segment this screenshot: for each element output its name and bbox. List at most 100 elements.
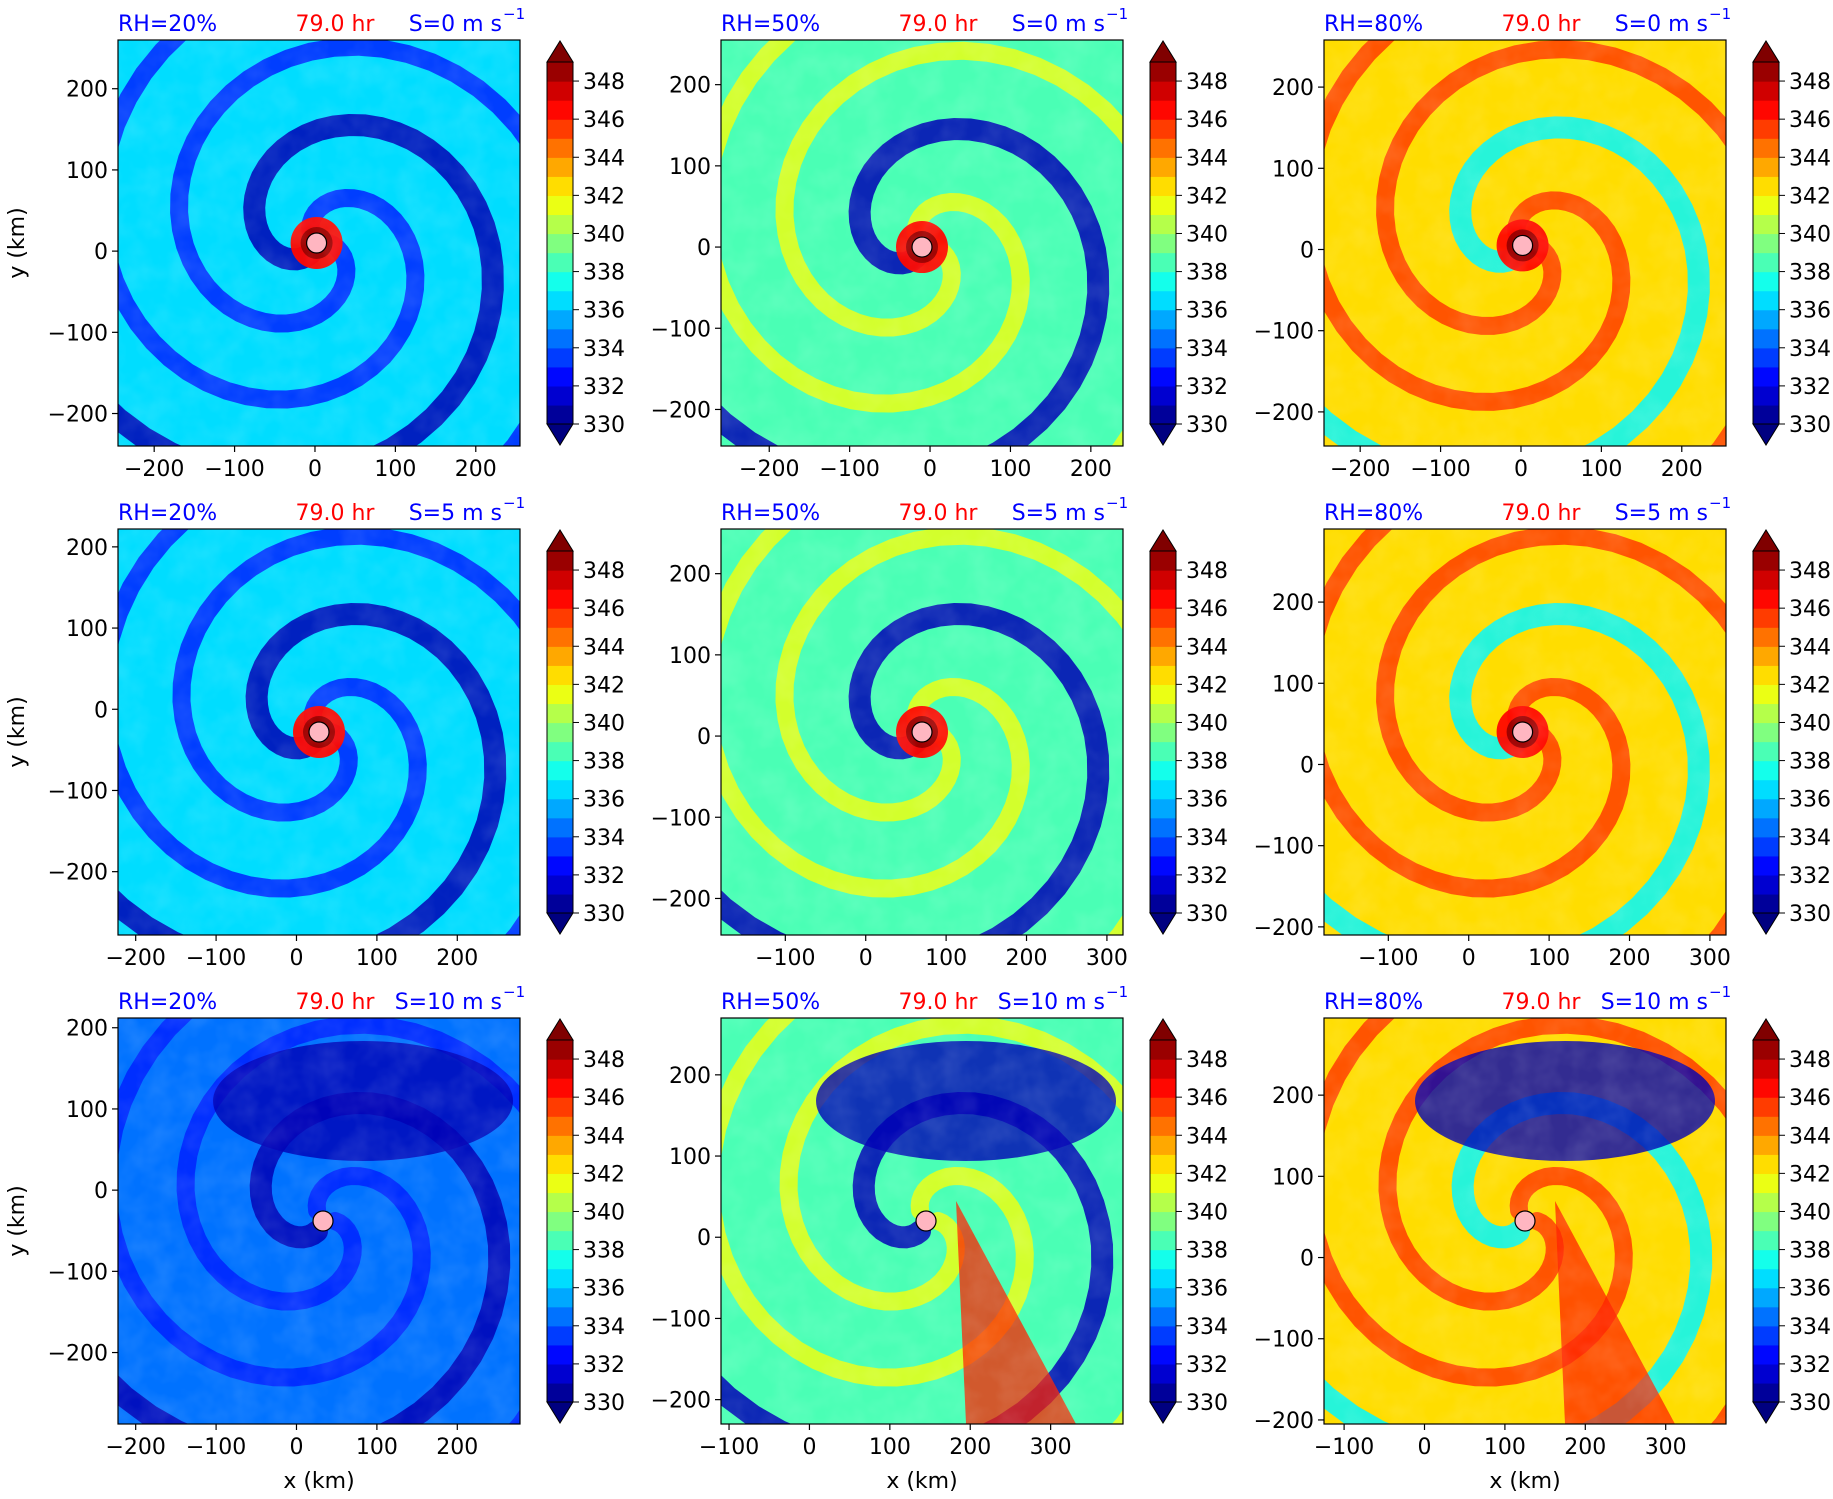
theta-e-field: [118, 40, 520, 446]
y-tick-label: 100: [669, 1145, 711, 1170]
shear-exponent: −1: [1106, 983, 1128, 1001]
colorbar-band: [1753, 1040, 1779, 1060]
colorbar-tick-label: 330: [583, 902, 625, 927]
colorbar-band: [1753, 347, 1779, 368]
colorbar-tick-label: 346: [1789, 597, 1831, 622]
colorbar-band: [547, 214, 573, 235]
x-tick-label: 200: [949, 1435, 991, 1460]
colorbar-tick-label: 336: [583, 299, 625, 324]
colorbar-tick-label: 336: [1789, 299, 1831, 324]
colorbar-band: [1753, 252, 1779, 273]
colorbar-band: [1150, 1344, 1176, 1365]
x-tick-label: 100: [1484, 1435, 1526, 1460]
colorbar-band: [1150, 62, 1176, 82]
colorbar-tick-label: 348: [583, 559, 625, 584]
colorbar-tick-label: 334: [1186, 1315, 1228, 1340]
colorbar-tick-label: 332: [583, 864, 625, 889]
x-tick-label: −100: [1358, 946, 1418, 971]
shear-exponent: −1: [1709, 983, 1731, 1001]
colorbar-band: [1150, 1192, 1176, 1213]
colorbar-tick-label: 338: [1789, 261, 1831, 286]
x-tick-label: 0: [923, 457, 937, 482]
panel-1: −200 −100 0 100 200 −200 −100 0 100 200 y (km) RH=2…: [5, 5, 625, 482]
shear-label: S=0 m s: [409, 12, 502, 37]
colorbar-tick-label: 334: [1789, 1315, 1831, 1340]
colorbar: 330 332 334 336 338 340 342 344 346 348: [1149, 529, 1228, 935]
colorbar-tick-label: 348: [1186, 559, 1228, 584]
colorbar-band: [1753, 1230, 1779, 1251]
panel-8: −100 0 100 200 300 −200 −100 0 100 200 x (km) RH=50…: [651, 983, 1228, 1494]
theta-e-field: [118, 529, 520, 935]
colorbar-tick-label: 340: [1789, 222, 1831, 247]
y-tick-label: −200: [48, 403, 108, 428]
colorbar-frame: [1149, 61, 1177, 425]
x-tick-label: 200: [1006, 946, 1048, 971]
x-tick-label: 200: [455, 457, 497, 482]
colorbar-tick-label: 332: [1789, 864, 1831, 889]
x-tick-label: −100: [699, 1435, 759, 1460]
colorbar-band: [1150, 81, 1176, 101]
colorbar-tick-label: 342: [1186, 1162, 1228, 1187]
storm-center-marker: [915, 1210, 937, 1232]
y-tick-label: 200: [1272, 1084, 1314, 1109]
x-tick-label: 0: [289, 946, 303, 971]
colorbar-frame: [1752, 1039, 1780, 1403]
colorbar-band: [1150, 195, 1176, 216]
panel-5: −100 0 100 200 300 −200 −100 0 100 200 RH=50% 79.0 …: [651, 494, 1228, 971]
colorbar-band: [547, 1249, 573, 1270]
colorbar-tick-label: 348: [583, 70, 625, 95]
y-tick-label: −100: [651, 1307, 711, 1332]
colorbar-band: [1150, 855, 1176, 876]
colorbar-band: [547, 817, 573, 838]
y-tick-label: 200: [1272, 591, 1314, 616]
colorbar-band: [1150, 1173, 1176, 1194]
y-tick-label: −200: [1254, 401, 1314, 426]
axes-frame: [1323, 1017, 1727, 1425]
y-tick-label: 0: [1300, 238, 1314, 263]
storm-center-marker: [1511, 721, 1534, 743]
colorbar-band: [547, 1306, 573, 1327]
colorbar-band: [1753, 138, 1779, 158]
y-tick-label: 200: [66, 78, 108, 103]
colorbar-extend-max: [1752, 1018, 1780, 1041]
shear-exponent: −1: [503, 5, 525, 23]
colorbar-tick-label: 348: [1789, 70, 1831, 95]
colorbar-tick-label: 330: [583, 413, 625, 438]
colorbar-band: [547, 1097, 573, 1117]
colorbar-band: [1753, 722, 1779, 743]
colorbar-tick-label: 338: [583, 261, 625, 286]
rh-label: RH=20%: [118, 501, 217, 526]
y-tick-label: 100: [66, 617, 108, 642]
shear-label: S=10 m s: [998, 990, 1105, 1015]
colorbar-band: [1753, 608, 1779, 628]
y-tick-label: −100: [651, 806, 711, 831]
colorbar-tick-label: 342: [1789, 673, 1831, 698]
colorbar-tick-label: 342: [583, 673, 625, 698]
x-tick-label: 300: [1689, 946, 1731, 971]
colorbar-tick-label: 344: [583, 1124, 625, 1149]
rh-label: RH=50%: [721, 501, 820, 526]
colorbar-tick-label: 330: [583, 1391, 625, 1416]
x-tick-label: 200: [1564, 1435, 1606, 1460]
colorbar-band: [547, 271, 573, 292]
storm-center-marker: [308, 721, 330, 743]
colorbar: 330 332 334 336 338 340 342 344 346 348: [546, 1018, 625, 1424]
colorbar-tick-label: 340: [1789, 1200, 1831, 1225]
colorbar-tick-label: 330: [1186, 413, 1228, 438]
colorbar-tick-label: 348: [1789, 559, 1831, 584]
x-tick-label: −200: [739, 457, 799, 482]
colorbar-tick-label: 340: [1186, 222, 1228, 247]
colorbar-band: [1753, 1078, 1779, 1098]
rh-label: RH=80%: [1324, 12, 1423, 37]
colorbar-band: [547, 665, 573, 685]
colorbar-band: [1753, 233, 1779, 254]
y-tick-label: 0: [94, 698, 108, 723]
y-tick-label: −200: [651, 1389, 711, 1414]
colorbar-band: [1753, 1192, 1779, 1213]
colorbar-band: [1150, 290, 1176, 311]
shear-label: S=0 m s: [1615, 12, 1708, 37]
colorbar-tick-label: 338: [583, 750, 625, 775]
y-tick-label: −100: [1254, 1328, 1314, 1353]
colorbar-band: [547, 1382, 573, 1403]
colorbar-band: [1753, 893, 1779, 914]
